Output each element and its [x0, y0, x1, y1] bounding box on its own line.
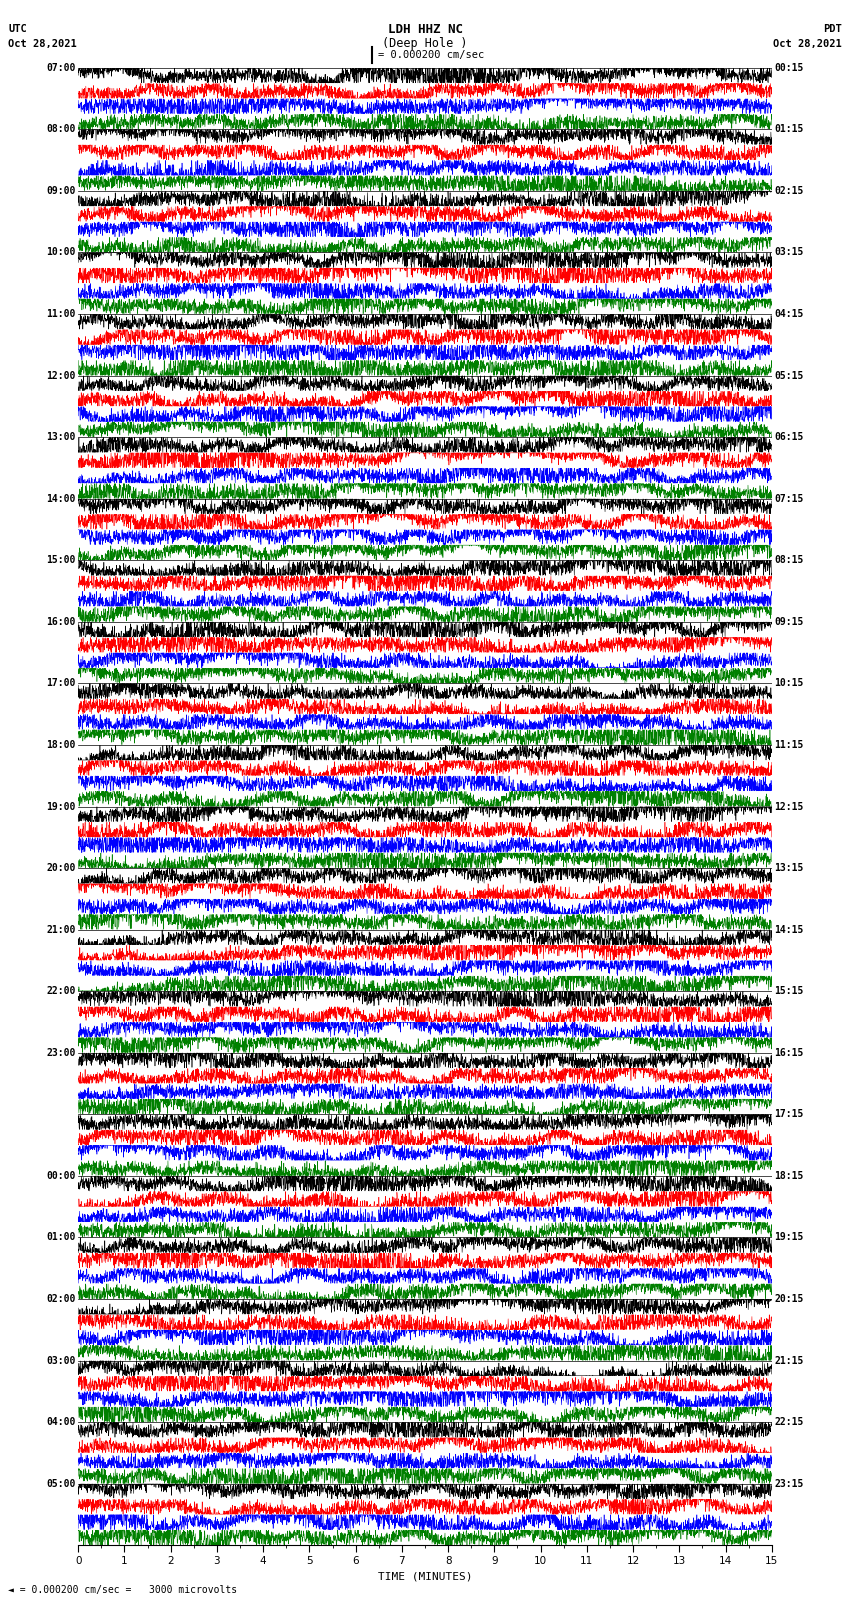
- Text: 10:00: 10:00: [46, 247, 76, 258]
- Text: 19:00: 19:00: [46, 802, 76, 811]
- Text: 16:00: 16:00: [46, 616, 76, 627]
- Text: 19:15: 19:15: [774, 1232, 804, 1242]
- Text: 17:00: 17:00: [46, 679, 76, 689]
- Text: 12:00: 12:00: [46, 371, 76, 381]
- Text: 10:15: 10:15: [774, 679, 804, 689]
- X-axis label: TIME (MINUTES): TIME (MINUTES): [377, 1573, 473, 1582]
- Text: 04:00: 04:00: [46, 1418, 76, 1428]
- Text: 03:00: 03:00: [46, 1355, 76, 1366]
- Text: 18:00: 18:00: [46, 740, 76, 750]
- Text: 13:15: 13:15: [774, 863, 804, 873]
- Text: 00:00: 00:00: [46, 1171, 76, 1181]
- Text: 17:15: 17:15: [774, 1110, 804, 1119]
- Text: 07:00: 07:00: [46, 63, 76, 73]
- Text: 21:00: 21:00: [46, 924, 76, 934]
- Text: PDT: PDT: [823, 24, 842, 34]
- Text: 12:15: 12:15: [774, 802, 804, 811]
- Text: 06:15: 06:15: [774, 432, 804, 442]
- Text: 22:15: 22:15: [774, 1418, 804, 1428]
- Text: 11:00: 11:00: [46, 310, 76, 319]
- Text: 15:15: 15:15: [774, 986, 804, 997]
- Text: 16:15: 16:15: [774, 1048, 804, 1058]
- Text: 09:15: 09:15: [774, 616, 804, 627]
- Text: 14:15: 14:15: [774, 924, 804, 934]
- Text: 21:15: 21:15: [774, 1355, 804, 1366]
- Text: ◄ = 0.000200 cm/sec =   3000 microvolts: ◄ = 0.000200 cm/sec = 3000 microvolts: [8, 1586, 238, 1595]
- Text: 04:15: 04:15: [774, 310, 804, 319]
- Text: 18:15: 18:15: [774, 1171, 804, 1181]
- Text: 02:15: 02:15: [774, 185, 804, 195]
- Text: Oct 28,2021: Oct 28,2021: [8, 39, 77, 48]
- Text: 09:00: 09:00: [46, 185, 76, 195]
- Text: (Deep Hole ): (Deep Hole ): [382, 37, 468, 50]
- Text: 13:00: 13:00: [46, 432, 76, 442]
- Text: UTC: UTC: [8, 24, 27, 34]
- Text: 20:00: 20:00: [46, 863, 76, 873]
- Text: 05:00: 05:00: [46, 1479, 76, 1489]
- Text: = 0.000200 cm/sec: = 0.000200 cm/sec: [378, 50, 484, 60]
- Text: 20:15: 20:15: [774, 1294, 804, 1303]
- Text: LDH HHZ NC: LDH HHZ NC: [388, 23, 462, 35]
- Text: Oct 28,2021: Oct 28,2021: [773, 39, 842, 48]
- Text: 14:00: 14:00: [46, 494, 76, 503]
- Text: 03:15: 03:15: [774, 247, 804, 258]
- Text: 05:15: 05:15: [774, 371, 804, 381]
- Text: 00:15: 00:15: [774, 63, 804, 73]
- Text: 23:00: 23:00: [46, 1048, 76, 1058]
- Text: 01:00: 01:00: [46, 1232, 76, 1242]
- Text: 22:00: 22:00: [46, 986, 76, 997]
- Text: 08:15: 08:15: [774, 555, 804, 565]
- Text: 15:00: 15:00: [46, 555, 76, 565]
- Text: 23:15: 23:15: [774, 1479, 804, 1489]
- Text: 08:00: 08:00: [46, 124, 76, 134]
- Text: 11:15: 11:15: [774, 740, 804, 750]
- Text: 02:00: 02:00: [46, 1294, 76, 1303]
- Text: 07:15: 07:15: [774, 494, 804, 503]
- Text: 01:15: 01:15: [774, 124, 804, 134]
